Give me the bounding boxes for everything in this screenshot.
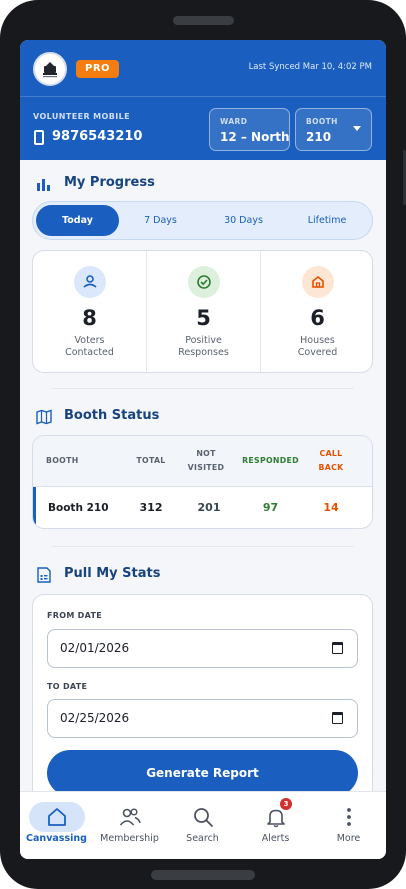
nav-label: Alerts <box>261 833 290 844</box>
col-responded: RESPONDED <box>242 456 299 465</box>
header-top-bar: PRO Last Synced Mar 10, 4:02 PM <box>20 40 386 97</box>
col-total: TOTAL <box>136 456 166 465</box>
nav-label: Search <box>186 833 219 844</box>
col-call-back-line: CALL <box>319 449 343 458</box>
app-logo[interactable] <box>33 52 67 86</box>
period-tabs: Today 7 Days 30 Days Lifetime <box>32 201 373 240</box>
active-indicator <box>28 802 85 832</box>
tab-7-days[interactable]: 7 Days <box>144 215 177 226</box>
alerts-badge: 3 <box>280 798 292 810</box>
nav-search[interactable]: Search <box>166 792 239 859</box>
nav-label: More <box>336 833 361 844</box>
from-date-label: FROM DATE <box>47 611 103 620</box>
stat-houses-covered: 6 Houses Covered <box>261 251 374 372</box>
nav-label: Membership <box>100 833 159 844</box>
ward-selector[interactable]: WARD 12 – North <box>209 108 290 151</box>
divider <box>146 251 147 372</box>
nav-membership[interactable]: Membership <box>93 792 166 859</box>
app-header: PRO Last Synced Mar 10, 4:02 PM VOLUNTEE… <box>20 40 386 160</box>
tab-30-days[interactable]: 30 Days <box>224 215 263 226</box>
last-synced-text: Last Synced Mar 10, 4:02 PM <box>248 62 372 72</box>
from-date-field[interactable]: 02/01/2026 <box>47 629 358 668</box>
generate-report-button[interactable]: Generate Report <box>47 750 358 796</box>
home-icon <box>301 266 334 298</box>
to-date-field[interactable]: 02/25/2026 <box>47 699 358 738</box>
bar-chart-icon <box>37 179 50 191</box>
to-date-label: TO DATE <box>47 682 88 691</box>
bell-icon <box>266 809 285 828</box>
phone-icon <box>34 130 44 145</box>
section-divider <box>52 546 354 547</box>
col-call-back: CALL BACK <box>311 447 351 475</box>
stat-voters-contacted: 8 Voters Contacted <box>33 251 146 372</box>
col-not-visited-line: NOT <box>196 449 216 458</box>
stat-label: Positive Responses <box>147 335 260 359</box>
divider <box>260 251 261 372</box>
stat-label-line: Houses <box>300 335 335 346</box>
cell-call-back: 14 <box>323 501 339 514</box>
chevron-down-icon <box>353 126 361 131</box>
stat-label-line: Responses <box>178 347 229 358</box>
volume-button <box>403 150 406 205</box>
stat-value: 6 <box>310 306 325 330</box>
people-icon <box>119 808 141 826</box>
map-icon <box>36 409 52 425</box>
booth-value: 210 <box>306 130 332 144</box>
stat-positive-responses: 5 Positive Responses <box>147 251 260 372</box>
search-icon <box>193 808 213 827</box>
more-vertical-icon <box>346 808 351 826</box>
col-not-visited-line: VISITED <box>187 463 225 472</box>
tab-lifetime[interactable]: Lifetime <box>307 215 347 226</box>
stat-value: 8 <box>82 306 97 330</box>
col-not-visited: NOT VISITED <box>181 447 231 475</box>
ward-value: 12 – North <box>220 130 290 144</box>
cell-total: 312 <box>139 501 163 514</box>
stat-label-line: Contacted <box>65 347 114 358</box>
report-icon <box>37 567 51 583</box>
stat-label-line: Positive <box>185 335 222 346</box>
cell-responded: 97 <box>262 501 279 514</box>
nav-more[interactable]: More <box>312 792 385 859</box>
home-icon <box>47 808 66 826</box>
booth-selector[interactable]: BOOTH 210 <box>295 108 372 151</box>
stat-label: Houses Covered <box>261 335 374 359</box>
section-divider <box>52 388 354 389</box>
calendar-icon[interactable] <box>332 642 343 654</box>
calendar-icon[interactable] <box>332 712 343 724</box>
person-icon <box>73 266 106 298</box>
app-screen: PRO Last Synced Mar 10, 4:02 PM VOLUNTEE… <box>20 40 386 859</box>
stat-label-line: Voters <box>74 335 105 346</box>
table-row[interactable]: Booth 210 312 201 97 14 <box>33 487 372 528</box>
from-date-value: 02/01/2026 <box>60 641 130 655</box>
ward-label: WARD <box>220 117 248 126</box>
stat-label: Voters Contacted <box>33 335 146 359</box>
to-date-value: 02/25/2026 <box>60 711 130 725</box>
booth-status-title: Booth Status <box>64 408 160 423</box>
bottom-navigation: Canvassing Membership Search <box>20 791 386 859</box>
nav-alerts[interactable]: 3 Alerts <box>239 792 312 859</box>
col-call-back-line: BACK <box>318 463 344 472</box>
pull-my-stats-title: Pull My Stats <box>64 566 161 581</box>
my-progress-title: My Progress <box>64 175 155 190</box>
stat-value: 5 <box>196 306 211 330</box>
tab-today[interactable]: Today <box>36 205 119 236</box>
nav-label: Canvassing <box>26 833 87 844</box>
volunteer-mobile-number: 9876543210 <box>52 129 143 144</box>
cell-booth: Booth 210 <box>48 502 109 514</box>
home-bar <box>151 870 255 880</box>
col-booth: BOOTH <box>46 456 79 465</box>
progress-stats-card: 8 Voters Contacted 5 Positive Responses <box>32 250 373 373</box>
stat-label-line: Covered <box>297 347 338 358</box>
pro-badge: PRO <box>76 60 120 78</box>
table-header: BOOTH TOTAL NOT VISITED RESPONDED CALL B… <box>33 436 372 487</box>
volunteer-mobile-label: VOLUNTEER MOBILE <box>33 112 130 121</box>
cell-not-visited: 201 <box>197 501 221 514</box>
check-circle-icon <box>187 266 220 298</box>
booth-status-table: BOOTH TOTAL NOT VISITED RESPONDED CALL B… <box>32 435 373 529</box>
booth-label: BOOTH <box>306 117 338 126</box>
nav-canvassing[interactable]: Canvassing <box>20 792 93 859</box>
earpiece <box>173 16 234 25</box>
